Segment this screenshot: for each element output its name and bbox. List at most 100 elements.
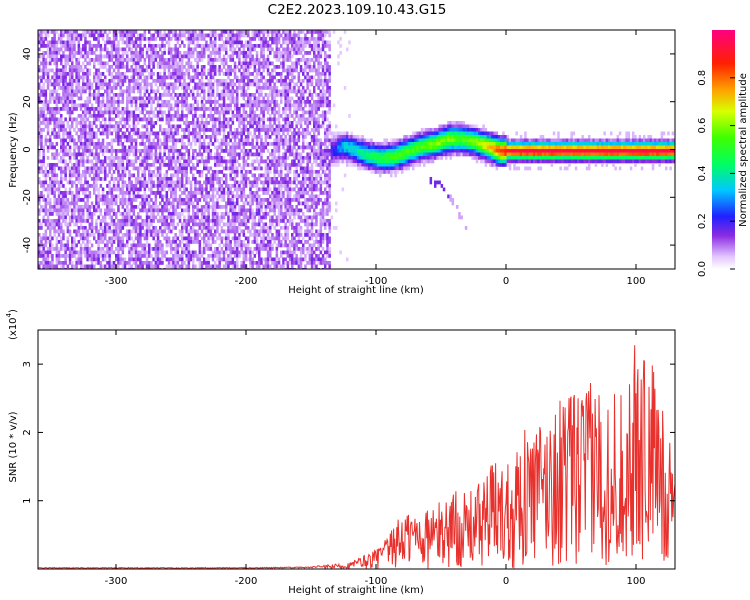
spectrogram-cell	[189, 226, 193, 230]
spectrogram-cell	[88, 100, 92, 104]
spectrogram-cell	[143, 163, 147, 167]
spectrogram-cell	[227, 257, 230, 262]
spectrogram-cell	[231, 222, 235, 227]
spectrogram-cell	[106, 37, 109, 41]
spectrogram-cell	[79, 184, 83, 188]
spectrogram-cell	[112, 194, 116, 199]
spectrogram-cell	[205, 47, 208, 52]
spectrogram-cell	[211, 215, 215, 220]
spectrogram-cell	[53, 156, 56, 160]
spectrogram-cell	[86, 79, 89, 83]
spectrogram-cell	[209, 194, 213, 199]
spectrogram-cell	[236, 33, 239, 38]
spectrogram-cell	[79, 145, 83, 150]
spectrogram-cell	[229, 156, 232, 160]
spectrogram-cell	[176, 37, 180, 41]
spectrogram-cell	[64, 117, 67, 122]
spectrogram-cell	[249, 254, 252, 258]
spectrogram-cell	[172, 254, 175, 258]
spectrogram-cell	[220, 194, 224, 199]
spectrogram-cell	[178, 82, 182, 87]
spectrogram-cell	[57, 212, 61, 216]
spectrogram-cell	[253, 236, 257, 241]
spectrogram-cell	[159, 103, 162, 108]
spectrogram-cell	[130, 184, 133, 188]
spectrogram-cell	[44, 187, 48, 192]
spectrogram-cell	[51, 254, 54, 258]
spectrogram-cell	[178, 79, 182, 83]
spectrogram-cell	[44, 51, 48, 55]
spectrogram-cell	[49, 96, 52, 101]
spectrogram-cell	[101, 194, 105, 199]
spectrogram-cell	[101, 117, 105, 122]
spectrogram-cell	[55, 198, 59, 202]
spectrogram-cell	[227, 184, 230, 188]
spectrogram-cell	[68, 107, 72, 111]
spectrogram-cell	[90, 58, 94, 62]
spectrogram-cell	[71, 138, 74, 143]
spectrogram-cell	[60, 54, 63, 59]
spectrogram-cell	[247, 163, 250, 167]
spectrogram-cell	[159, 243, 162, 248]
spectrogram-cell	[57, 110, 61, 115]
spectrogram-cell	[251, 117, 254, 122]
spectrogram-cell	[77, 114, 81, 118]
spectrogram-cell	[218, 163, 221, 167]
spectrogram-cell	[132, 117, 136, 122]
spectrogram-cell	[209, 156, 213, 160]
spectrogram-cell	[115, 226, 118, 230]
spectrogram-cell	[143, 100, 147, 104]
spectrogram-cell	[172, 194, 175, 199]
spectrogram-cell	[211, 177, 215, 181]
spectrogram-cell	[220, 184, 224, 188]
spectrogram-cell	[97, 107, 100, 111]
spectrogram-cell	[233, 135, 237, 139]
spectrogram-cell	[145, 166, 149, 171]
spectrogram-cell	[220, 44, 224, 48]
spectrogram-cell	[156, 191, 160, 195]
spectrogram-cell	[216, 212, 219, 216]
spectrogram-cell	[216, 254, 219, 258]
spectrogram-cell	[192, 65, 195, 69]
spectrogram-cell	[73, 201, 76, 206]
spectrogram-cell	[110, 86, 114, 90]
spectrogram-cell	[121, 187, 125, 192]
spectrogram-cell	[255, 96, 259, 101]
spectrogram-cell	[218, 103, 221, 108]
spectrogram-cell	[194, 166, 197, 171]
spectrogram-cell	[66, 86, 70, 90]
spectrogram-cell	[40, 226, 43, 230]
spectrogram-cell	[165, 40, 169, 45]
spectrogram-cell	[156, 240, 160, 244]
spectrogram-cell	[134, 30, 138, 34]
spectrogram-cell	[145, 117, 149, 122]
spectrogram-cell	[174, 184, 177, 188]
spectrogram-cell	[40, 163, 43, 167]
spectrogram-cell	[167, 261, 171, 265]
spectrogram-cell	[110, 205, 114, 209]
spectrogram-cell	[97, 194, 100, 199]
spectrogram-cell	[139, 131, 142, 136]
spectrogram-cell	[181, 233, 184, 237]
spectrogram-cell	[93, 44, 96, 48]
spectrogram-cell	[51, 40, 54, 45]
spectrogram-cell	[121, 93, 125, 97]
spectrogram-cell	[126, 103, 129, 108]
spectrogram-cell	[200, 194, 204, 199]
spectrogram-cell	[242, 75, 246, 80]
spectrogram-cell	[139, 250, 142, 255]
spectrogram-cell	[60, 114, 63, 118]
spectrogram-cell	[183, 135, 186, 139]
spectrogram-cell	[134, 254, 138, 258]
spectrogram-cell	[75, 93, 78, 97]
spectrogram-cell	[139, 65, 142, 69]
spectrogram-cell	[211, 33, 215, 38]
spectrogram-cell	[95, 163, 98, 167]
spectrogram-cell	[126, 135, 129, 139]
spectrogram-cell	[145, 145, 149, 150]
spectrogram-cell	[73, 254, 76, 258]
spectrogram-cell	[211, 58, 215, 62]
spectrogram-cell	[207, 222, 210, 227]
spectrogram-cell	[134, 145, 138, 150]
spectrogram-cell	[44, 121, 48, 125]
